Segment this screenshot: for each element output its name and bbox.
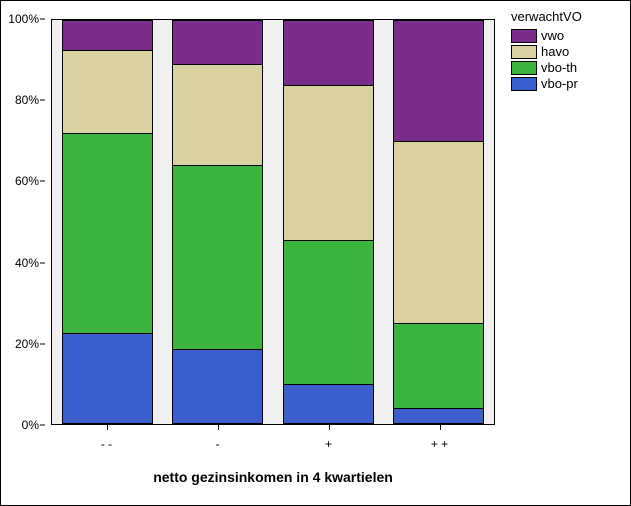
y-axis: 0%20%40%60%80%100% xyxy=(1,19,51,425)
legend-label: vwo xyxy=(541,28,564,43)
bar-segment-vbo-pr xyxy=(283,384,374,424)
bar-segment-vwo xyxy=(393,20,484,141)
y-tick-mark xyxy=(40,343,45,344)
legend-item-havo: havo xyxy=(511,44,582,59)
legend-item-vbo-pr: vbo-pr xyxy=(511,76,582,91)
x-tick-label: + + xyxy=(384,425,495,451)
bar-segment-havo xyxy=(62,50,153,133)
legend-title: verwachtVO xyxy=(511,9,582,24)
bar-slot xyxy=(273,20,384,424)
bar-segment-havo xyxy=(172,64,263,165)
x-tick-label: + xyxy=(273,425,384,451)
legend-swatch xyxy=(511,45,537,59)
bar-segment-havo xyxy=(283,85,374,241)
bars-row xyxy=(52,20,494,424)
y-tick-mark xyxy=(40,425,45,426)
x-tick-text: + + xyxy=(431,437,448,451)
bar-segment-vbo-pr xyxy=(172,349,263,424)
y-tick-label: 80% xyxy=(15,93,39,107)
bar-segment-vbo-th xyxy=(283,240,374,383)
bar-segment-vbo-pr xyxy=(62,333,153,424)
legend-items: vwohavovbo-thvbo-pr xyxy=(511,28,582,91)
legend-label: vbo-th xyxy=(541,60,577,75)
y-tick-label: 60% xyxy=(15,174,39,188)
x-tick-label: - xyxy=(162,425,273,451)
stacked-bar xyxy=(393,20,484,424)
x-tick-mark xyxy=(440,425,441,430)
y-tick-label: 20% xyxy=(15,337,39,351)
y-tick-label: 0% xyxy=(22,418,39,432)
x-tick-mark xyxy=(107,425,108,430)
x-axis-title: netto gezinsinkomen in 4 kwartielen xyxy=(51,469,495,485)
legend-swatch xyxy=(511,61,537,75)
x-tick-text: - xyxy=(216,437,220,451)
stacked-bar xyxy=(62,20,153,424)
bar-slot xyxy=(52,20,163,424)
stacked-bar xyxy=(172,20,263,424)
bar-segment-vbo-th xyxy=(172,165,263,349)
legend-swatch xyxy=(511,29,537,43)
y-tick-mark xyxy=(40,100,45,101)
legend-label: havo xyxy=(541,44,569,59)
x-tick-text: - - xyxy=(101,437,112,451)
bar-segment-vbo-pr xyxy=(393,408,484,424)
legend-label: vbo-pr xyxy=(541,76,578,91)
bar-segment-vwo xyxy=(172,20,263,64)
x-tick-text: + xyxy=(325,437,332,451)
y-tick-label: 40% xyxy=(15,256,39,270)
legend-swatch xyxy=(511,77,537,91)
chart-container: 0% 20% 40% 60% 80% 100% - - - + + + netto gezins… xyxy=(0,0,631,506)
bar-segment-vwo xyxy=(283,20,374,85)
y-tick-label: 100% xyxy=(8,12,39,26)
y-tick-mark xyxy=(40,262,45,263)
stacked-bar xyxy=(283,20,374,424)
x-tick-label: - - xyxy=(51,425,162,451)
bar-segment-vwo xyxy=(62,20,153,50)
legend-item-vbo-th: vbo-th xyxy=(511,60,582,75)
y-tick-mark xyxy=(40,19,45,20)
bar-slot xyxy=(384,20,495,424)
plot-area xyxy=(51,19,495,425)
y-tick-mark xyxy=(40,181,45,182)
x-labels: - - - + + + xyxy=(51,425,495,451)
bar-slot xyxy=(163,20,274,424)
x-tick-mark xyxy=(218,425,219,430)
legend: verwachtVO vwohavovbo-thvbo-pr xyxy=(511,9,582,92)
bar-segment-vbo-th xyxy=(393,323,484,408)
x-axis: - - - + + + netto gezinsinkomen in 4 kwarti… xyxy=(51,425,495,485)
bar-segment-vbo-th xyxy=(62,133,153,333)
x-tick-mark xyxy=(329,425,330,430)
legend-item-vwo: vwo xyxy=(511,28,582,43)
bar-segment-havo xyxy=(393,141,484,323)
